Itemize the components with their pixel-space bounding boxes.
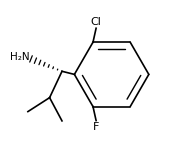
- Text: H₂N: H₂N: [10, 52, 29, 62]
- Text: F: F: [93, 122, 99, 132]
- Text: Cl: Cl: [91, 17, 102, 27]
